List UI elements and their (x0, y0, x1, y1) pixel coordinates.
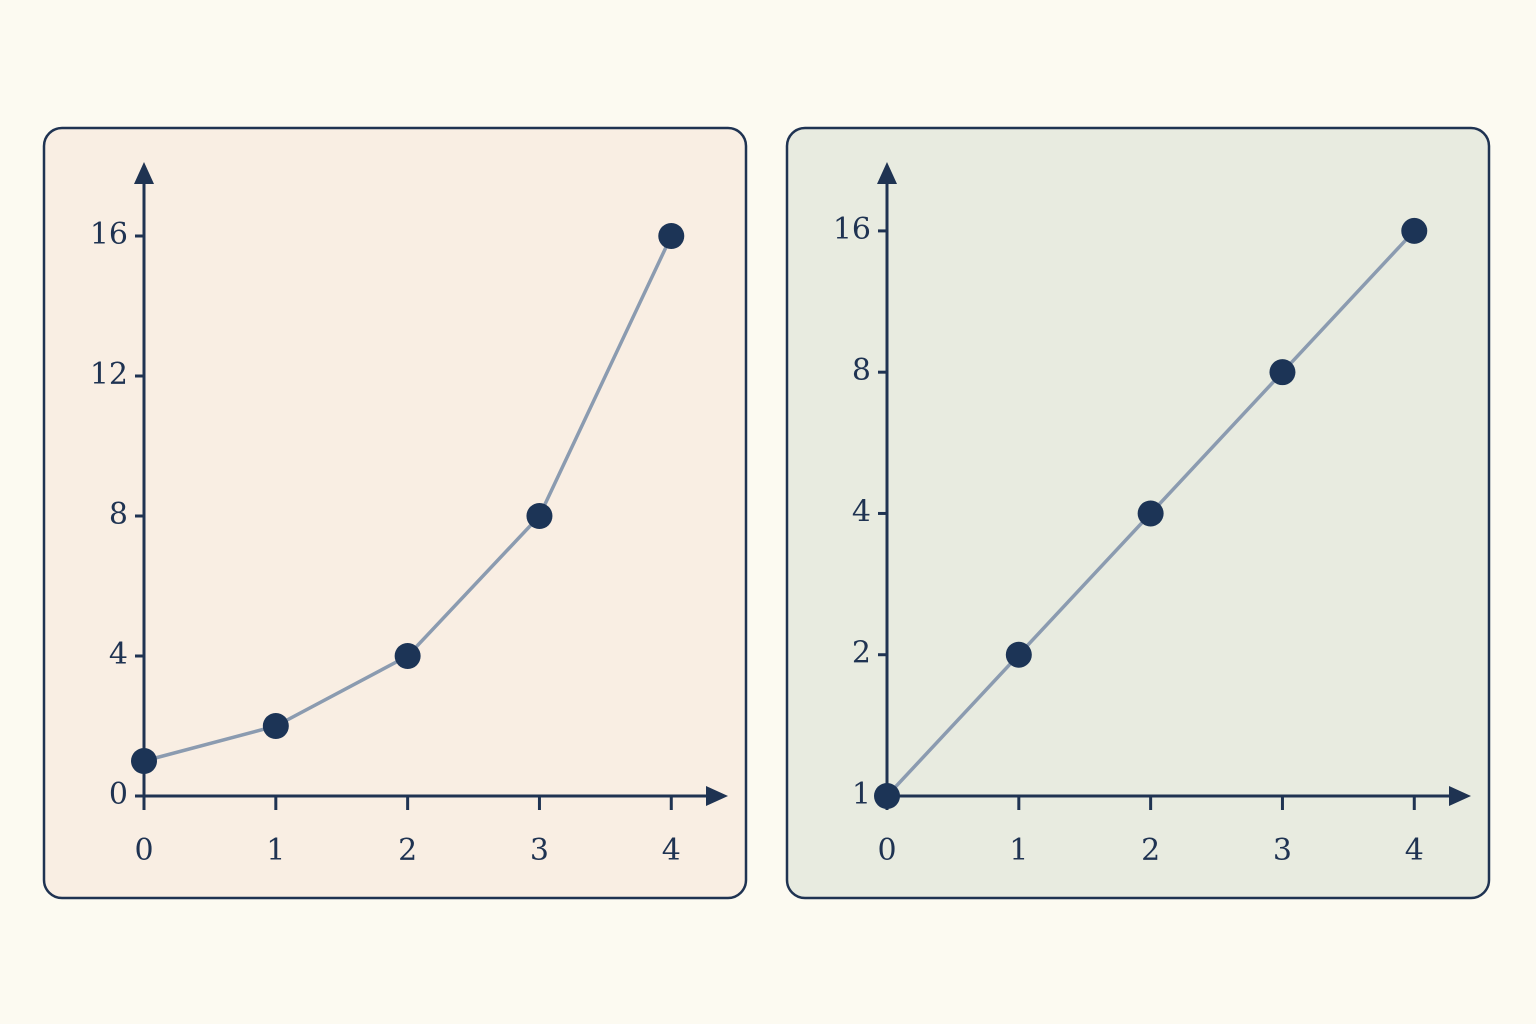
panel (42, 126, 748, 900)
y-tick-label: 8 (109, 497, 128, 532)
x-tick-label: 2 (398, 833, 417, 868)
x-tick-label: 1 (1009, 833, 1028, 868)
data-point (874, 783, 900, 809)
data-point (131, 748, 157, 774)
y-axis-arrow (877, 162, 897, 184)
data-point (262, 713, 289, 739)
y-tick-label: 1 (852, 777, 871, 812)
x-tick-label: 3 (530, 833, 549, 868)
data-point (1137, 500, 1164, 527)
data-point (1005, 641, 1032, 668)
x-tick-label: 4 (1405, 833, 1424, 868)
x-tick-label: 0 (877, 833, 896, 868)
data-point (1269, 359, 1296, 386)
data-point (658, 223, 685, 249)
y-axis-arrow (134, 162, 154, 184)
y-tick-label: 12 (90, 357, 128, 392)
data-point (526, 503, 553, 529)
x-tick-label: 0 (134, 833, 153, 868)
y-tick-label: 0 (109, 777, 128, 812)
y-tick-label: 2 (852, 636, 871, 671)
x-axis-arrow (1449, 786, 1471, 806)
data-point (1401, 217, 1428, 244)
x-tick-label: 1 (266, 833, 285, 868)
y-tick-label: 4 (852, 494, 871, 529)
x-axis-arrow (706, 786, 728, 806)
x-tick-label: 3 (1273, 833, 1292, 868)
y-tick-label: 16 (90, 217, 128, 252)
y-tick-label: 16 (833, 212, 871, 247)
x-tick-label: 4 (662, 833, 681, 868)
data-point (394, 643, 421, 669)
y-tick-label: 8 (852, 353, 871, 388)
x-tick-label: 2 (1141, 833, 1160, 868)
y-tick-label: 4 (109, 637, 128, 672)
